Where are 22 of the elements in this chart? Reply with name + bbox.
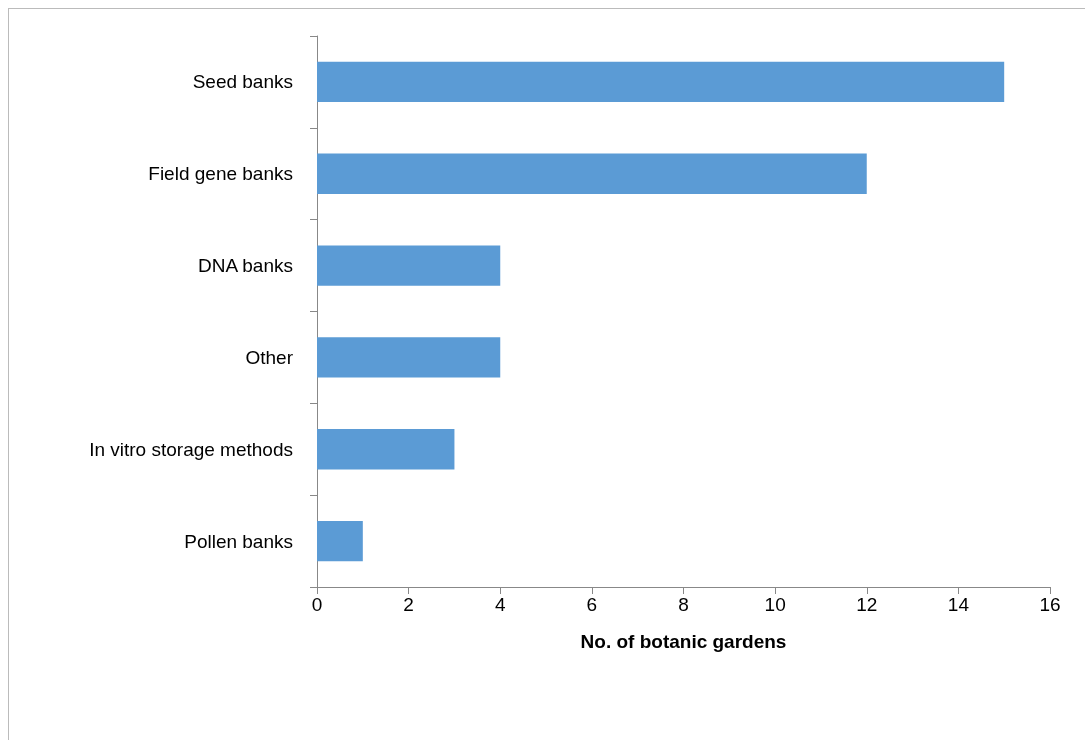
x-tick-label: 8	[678, 594, 689, 615]
x-axis-title: No. of botanic gardens	[580, 631, 787, 652]
bar	[317, 153, 867, 194]
bar	[317, 337, 501, 378]
x-tick-label: 6	[586, 594, 598, 615]
y-tick-label: Field gene banks	[148, 163, 293, 185]
y-tick-label: DNA banks	[197, 255, 293, 277]
bar	[317, 245, 501, 286]
x-tick-label: 10	[764, 594, 786, 615]
x-tick-label: 12	[856, 594, 878, 615]
x-tick-label: 4	[494, 594, 506, 615]
y-tick-label: Seed banks	[192, 71, 293, 93]
x-tick-label: 0	[311, 594, 323, 615]
bar	[317, 429, 455, 470]
x-tick-label: 14	[947, 594, 970, 615]
y-tick-label: Pollen banks	[184, 530, 293, 552]
bar	[317, 520, 363, 562]
bar	[317, 61, 1005, 103]
x-tick-label: 16	[1039, 594, 1061, 615]
x-tick-label: 2	[403, 594, 414, 615]
y-tick-label: Other	[245, 346, 294, 368]
y-tick-label: In vitro storage methods	[89, 438, 293, 460]
